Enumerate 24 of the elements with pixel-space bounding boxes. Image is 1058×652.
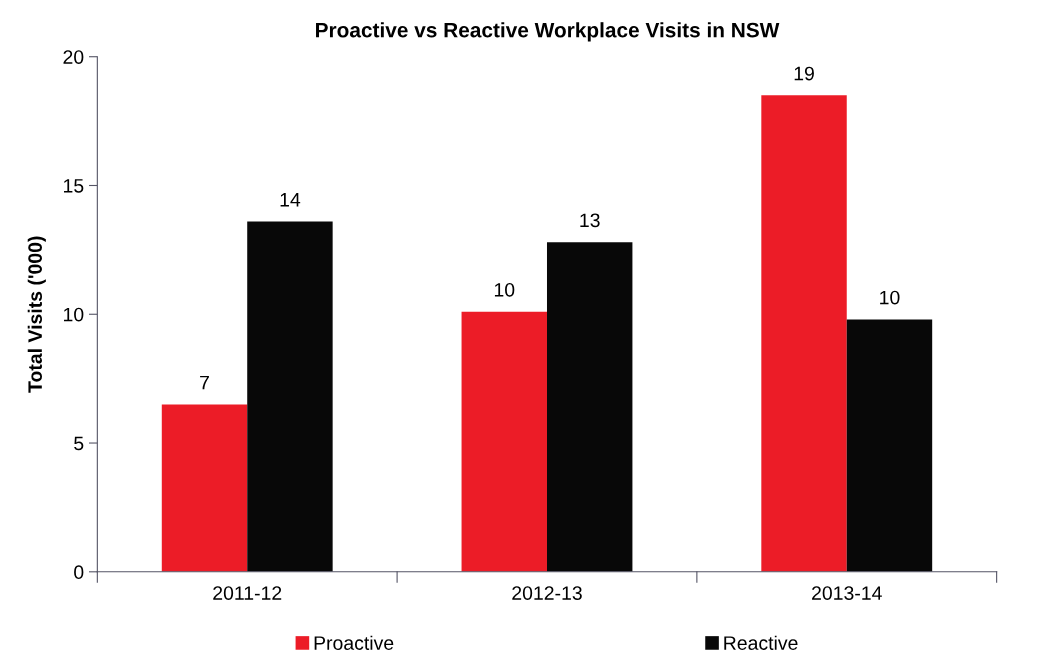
y-tick-label: 20 (63, 50, 84, 64)
chart-title: Proactive vs Reactive Workplace Visits in NSW (316, 22, 780, 42)
x-tick-label: 2012-13 (512, 586, 582, 600)
bar (247, 221, 333, 572)
data-label: 7 (200, 375, 209, 390)
data-label: 19 (794, 66, 814, 81)
x-tick-label: 2011-12 (213, 586, 282, 600)
x-tick-label: 2013-14 (812, 586, 882, 600)
bar (461, 311, 547, 572)
y-tick-label: 10 (64, 307, 84, 322)
data-label: 10 (880, 290, 900, 305)
y-axis-title: Total Visits ('000) (27, 236, 46, 393)
legend-label: Reactive (724, 635, 798, 650)
y-tick-label: 15 (64, 179, 84, 193)
y-tick-label: 0 (74, 565, 84, 580)
data-label: 10 (494, 282, 515, 297)
data-label: 13 (580, 213, 600, 228)
y-tick-label: 5 (74, 436, 84, 451)
legend-label: Proactive (314, 635, 394, 650)
bar (161, 404, 248, 572)
bar (546, 242, 633, 572)
bar (761, 95, 847, 572)
data-label: 14 (280, 193, 301, 207)
bar (846, 319, 933, 572)
